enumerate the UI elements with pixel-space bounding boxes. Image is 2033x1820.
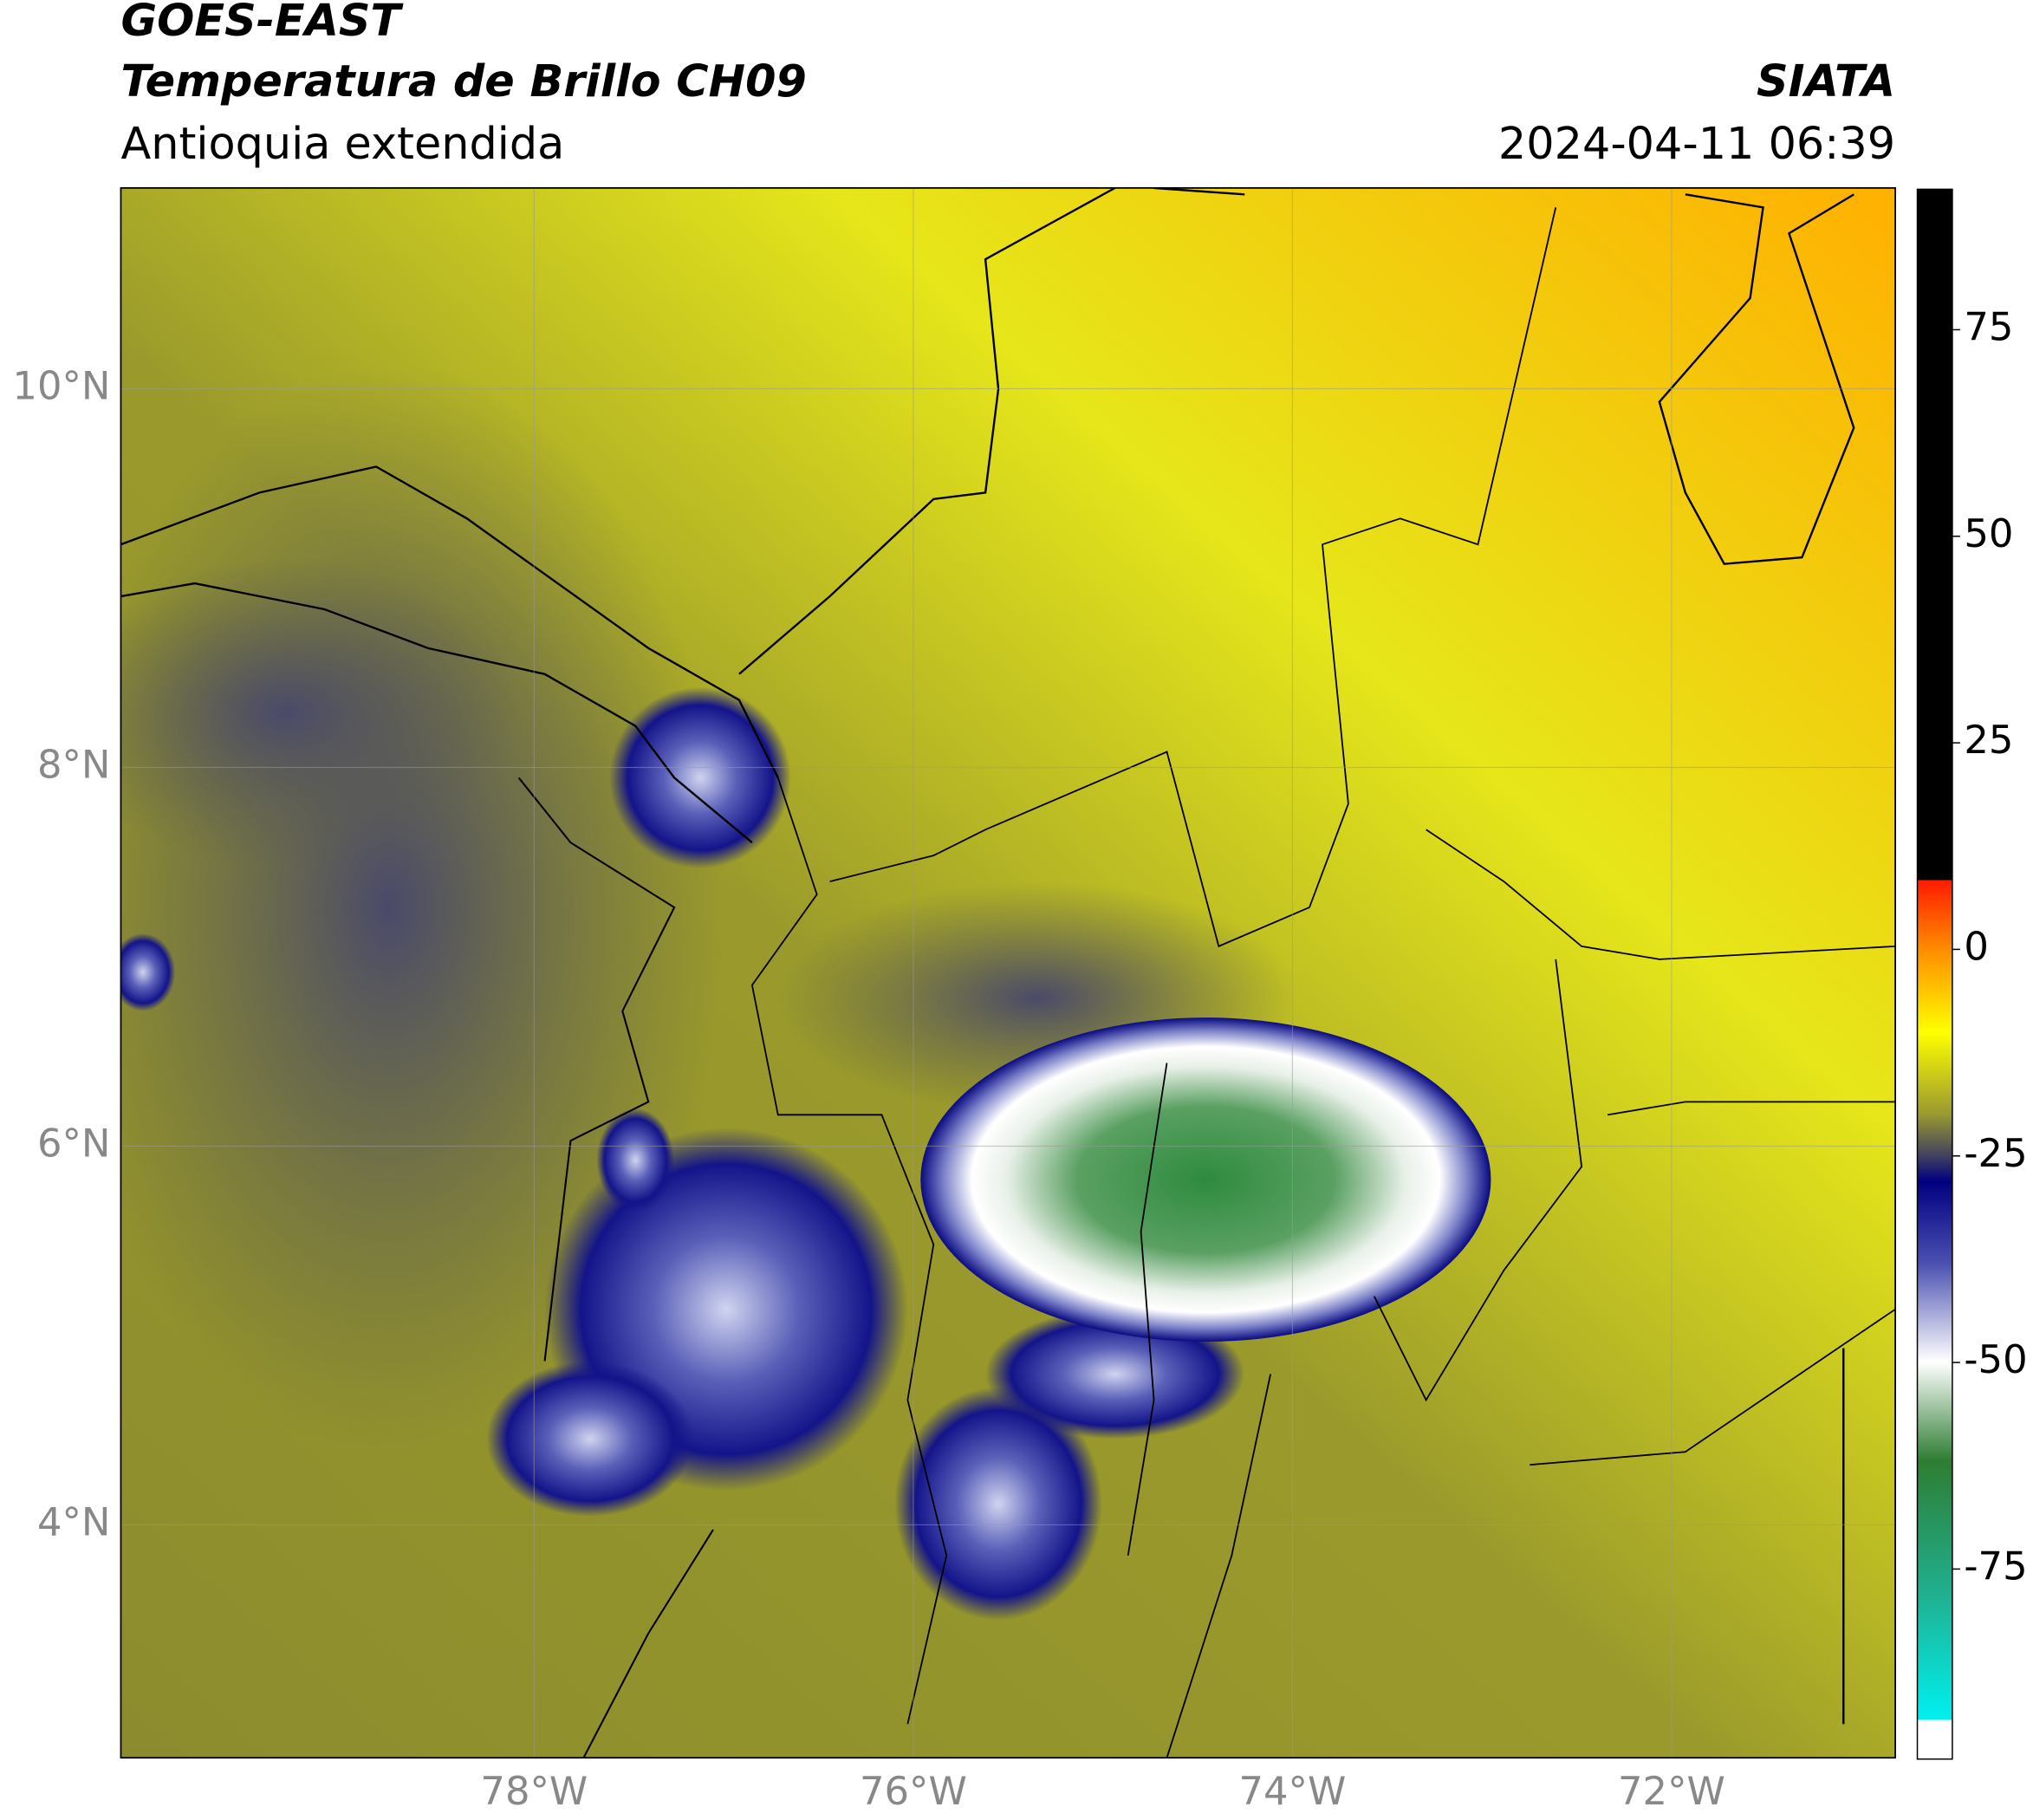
- map-image: [120, 187, 1896, 1758]
- colorbar-tick-label: -25: [1964, 1130, 2027, 1176]
- colorbar-tick-label: 75: [1964, 303, 2013, 349]
- colorbar-tick-label: -50: [1964, 1336, 2027, 1382]
- colorbar-tick-label: 50: [1964, 510, 2013, 556]
- agency: SIATA: [1757, 55, 1895, 107]
- lat-tick-label: 6°N: [37, 1120, 111, 1166]
- lat-tick-label: 8°N: [37, 741, 111, 787]
- colorbar-tick-label: -75: [1964, 1543, 2027, 1589]
- lat-tick-label: 4°N: [37, 1498, 111, 1544]
- lon-tick-label: 74°W: [1238, 1768, 1346, 1814]
- colorbar-tick-label: 0: [1964, 923, 1989, 969]
- lon-tick-label: 72°W: [1618, 1768, 1725, 1814]
- lat-tick-label: 10°N: [12, 362, 110, 408]
- lon-tick-label: 78°W: [480, 1768, 588, 1814]
- satellite: GOES-EAST: [120, 0, 404, 46]
- product: Temperatura de Brillo CH09: [120, 55, 806, 107]
- colorbar: [1916, 188, 1953, 1760]
- lon-tick-label: 76°W: [860, 1768, 967, 1814]
- datetime: 2024-04-11 06:39: [1498, 118, 1895, 169]
- region: Antioquia extendida: [120, 118, 564, 169]
- map-frame: [120, 186, 1896, 1759]
- colorbar-tick-label: 25: [1964, 717, 2013, 763]
